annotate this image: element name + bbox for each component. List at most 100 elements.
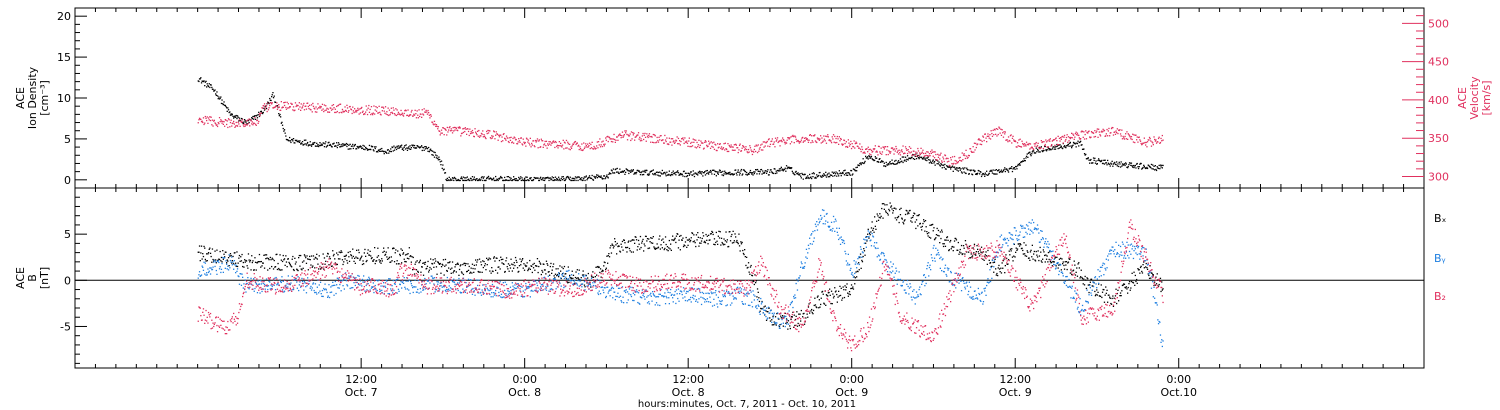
data-point: [340, 144, 342, 146]
data-point: [211, 261, 213, 263]
data-point: [258, 120, 260, 123]
data-point: [901, 156, 903, 158]
data-point: [288, 107, 290, 109]
data-point: [1029, 148, 1031, 150]
data-point: [576, 269, 578, 271]
data-point: [839, 137, 842, 140]
data-point: [884, 146, 886, 148]
data-point: [836, 175, 838, 177]
data-point: [642, 238, 644, 241]
data-point: [1146, 268, 1149, 270]
data-point: [361, 106, 363, 109]
data-point: [779, 145, 781, 147]
data-point: [1104, 294, 1106, 296]
data-point: [255, 124, 257, 126]
data-point: [780, 315, 782, 317]
data-point: [944, 168, 947, 170]
data-point: [946, 165, 948, 167]
data-point: [341, 259, 344, 261]
data-point: [231, 125, 233, 127]
data-point: [1146, 267, 1148, 269]
data-point: [900, 150, 902, 152]
data-point: [345, 254, 347, 256]
data-point: [262, 107, 264, 109]
data-point: [308, 107, 310, 110]
data-point: [839, 172, 842, 174]
data-point: [872, 159, 875, 161]
data-point: [250, 269, 252, 271]
data-point: [426, 113, 429, 115]
data-point: [415, 261, 417, 263]
data-point: [1143, 267, 1145, 269]
data-point: [1143, 164, 1145, 166]
data-point: [829, 139, 831, 141]
data-point: [222, 120, 224, 123]
data-point: [512, 264, 514, 266]
data-point: [316, 145, 318, 147]
data-point: [835, 290, 837, 292]
data-point: [868, 237, 870, 239]
data-point: [964, 154, 966, 157]
data-point: [623, 239, 625, 241]
data-point: [597, 266, 600, 269]
data-point: [1049, 140, 1051, 142]
data-point: [1058, 264, 1060, 266]
data-point: [863, 162, 866, 164]
data-point: [1039, 246, 1041, 249]
data-point: [832, 175, 834, 177]
data-point: [714, 170, 716, 172]
data-point: [1012, 260, 1014, 262]
data-point: [877, 219, 880, 221]
data-point: [639, 235, 642, 238]
data-point: [896, 162, 898, 165]
data-point: [1108, 127, 1110, 130]
left-y-axis-title-line: Ion Density: [26, 66, 39, 129]
data-point: [1044, 143, 1046, 146]
data-point: [200, 275, 202, 277]
data-point: [494, 138, 496, 140]
data-point: [1094, 290, 1096, 293]
data-point: [491, 267, 493, 269]
data-point: [659, 235, 661, 237]
data-point: [499, 177, 501, 179]
data-point: [1060, 137, 1062, 139]
data-point: [1030, 147, 1032, 149]
data-point: [601, 145, 604, 148]
data-point: [469, 132, 472, 135]
data-point: [641, 242, 643, 244]
data-point: [573, 142, 575, 144]
data-point: [986, 135, 988, 137]
data-point: [235, 116, 237, 118]
data-point: [773, 168, 775, 170]
data-point: [1079, 277, 1081, 279]
data-point: [873, 148, 875, 151]
data-point: [1016, 146, 1018, 148]
data-point: [928, 162, 931, 164]
data-point: [1128, 162, 1131, 164]
data-point: [853, 140, 855, 142]
data-point: [421, 145, 423, 147]
data-point: [812, 135, 815, 137]
data-point: [803, 137, 806, 139]
data-point: [986, 255, 988, 257]
data-point: [460, 176, 463, 178]
data-point: [885, 210, 887, 212]
data-point: [612, 244, 614, 246]
data-point: [470, 267, 472, 269]
data-point: [1105, 292, 1107, 294]
data-point: [454, 129, 456, 131]
data-point: [409, 145, 411, 147]
data-point: [689, 145, 691, 148]
data-point: [400, 109, 402, 112]
data-point: [644, 132, 646, 135]
data-point: [431, 150, 434, 152]
data-point: [643, 171, 645, 173]
data-point: [329, 258, 331, 260]
data-point: [751, 173, 753, 175]
data-point: [258, 111, 260, 113]
data-point: [417, 145, 419, 147]
data-point: [337, 258, 340, 260]
data-point: [1055, 265, 1057, 267]
data-point: [1067, 262, 1069, 264]
data-point: [1016, 168, 1018, 170]
